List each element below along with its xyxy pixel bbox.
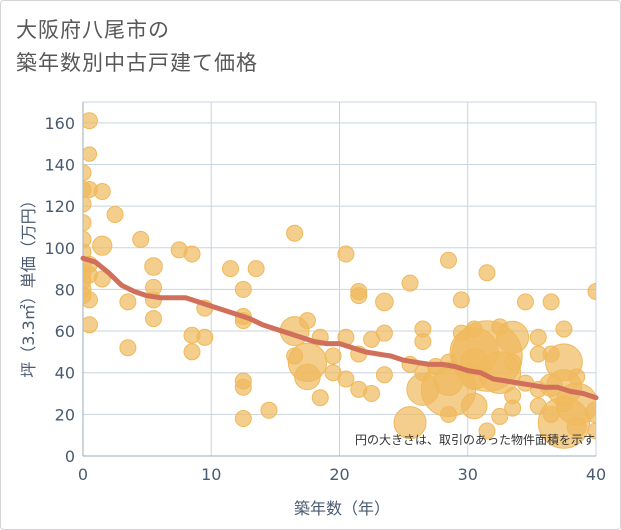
data-bubble-17 — [83, 316, 98, 334]
data-bubble-63 — [375, 292, 394, 312]
data-bubble-16 — [83, 291, 98, 309]
y-tick-label-80: 80 — [55, 280, 75, 299]
data-bubble-30 — [183, 245, 201, 263]
data-bubble-86 — [478, 264, 496, 282]
x-axis-label: 築年数（年） — [294, 499, 390, 518]
axis-ticks: 0 10 20 30 40 0 20 40 60 80 100 120 140 160 — [44, 114, 606, 484]
data-bubble-70 — [414, 332, 432, 350]
x-tick-label-30: 30 — [458, 465, 478, 484]
y-tick-label-40: 40 — [55, 364, 75, 383]
data-bubble-88 — [478, 422, 496, 440]
data-bubble-106 — [555, 320, 573, 338]
title-line-1: 大阪府八尾市の — [16, 18, 170, 42]
y-tick-label-0: 0 — [65, 447, 75, 466]
bubble-layer — [83, 112, 596, 449]
data-bubble-65 — [375, 366, 393, 384]
x-tick-label-20: 20 — [329, 465, 349, 484]
x-tick-label-0: 0 — [78, 465, 88, 484]
data-bubble-47 — [298, 312, 316, 330]
data-bubble-42 — [247, 260, 265, 278]
data-bubble-98 — [529, 328, 547, 346]
data-bubble-116 — [587, 422, 596, 440]
data-bubble-78 — [440, 405, 458, 423]
data-bubble-19 — [92, 235, 113, 256]
data-bubble-91 — [491, 407, 509, 425]
data-bubble-28 — [145, 310, 163, 328]
y-tick-label-100: 100 — [44, 239, 75, 258]
data-bubble-11 — [83, 112, 98, 130]
y-tick-label-160: 160 — [44, 114, 75, 133]
data-bubble-40 — [234, 378, 252, 396]
data-bubble-62 — [363, 385, 381, 403]
data-bubble-25 — [144, 257, 163, 276]
data-bubble-12 — [83, 146, 98, 162]
data-bubble-64 — [375, 324, 393, 342]
data-bubble-18 — [93, 183, 111, 201]
data-bubble-92 — [496, 320, 530, 354]
chart-title: 大阪府八尾市の 築年数別中古戸建て価格 — [16, 14, 436, 80]
data-bubble-32 — [183, 343, 201, 361]
data-bubble-5 — [83, 243, 92, 261]
data-bubble-58 — [350, 287, 368, 305]
data-bubble-52 — [324, 347, 342, 365]
data-bubble-115 — [585, 401, 596, 424]
x-tick-label-40: 40 — [586, 465, 606, 484]
data-bubble-23 — [119, 339, 137, 357]
data-bubble-111 — [568, 368, 586, 386]
grid-lines — [82, 101, 597, 457]
data-bubble-114 — [587, 282, 596, 300]
data-bubble-74 — [440, 251, 458, 269]
y-tick-label-60: 60 — [55, 322, 75, 341]
data-bubble-44 — [286, 224, 304, 242]
y-tick-label-20: 20 — [55, 405, 75, 424]
data-bubble-36 — [234, 280, 252, 298]
data-bubble-68 — [393, 406, 427, 440]
data-bubble-51 — [311, 389, 329, 407]
data-bubble-43 — [260, 401, 278, 419]
data-bubble-34 — [196, 328, 214, 346]
data-bubble-56 — [337, 370, 355, 388]
trend-line — [80, 255, 599, 401]
data-bubble-22 — [119, 293, 137, 311]
data-bubble-2 — [83, 195, 92, 213]
title-line-2: 築年数別中古戸建て価格 — [16, 51, 258, 75]
y-axis-label: 坪（3.3㎡）単価（万円） — [19, 192, 38, 377]
data-bubble-21 — [106, 205, 124, 223]
data-bubble-102 — [542, 293, 560, 311]
data-bubble-24 — [132, 230, 150, 248]
data-bubble-49 — [294, 363, 321, 391]
y-tick-label-120: 120 — [44, 197, 75, 216]
data-bubble-41 — [234, 410, 252, 428]
data-bubble-3 — [83, 214, 92, 232]
data-bubble-93 — [504, 353, 522, 371]
size-note: 円の大きさは、取引のあった物件面積を示す — [355, 432, 595, 447]
y-tick-label-140: 140 — [44, 155, 75, 174]
data-bubble-113 — [566, 416, 587, 437]
data-bubble-54 — [337, 245, 355, 263]
data-bubble-4 — [83, 230, 92, 248]
data-bubble-35 — [221, 260, 239, 278]
data-bubble-0 — [83, 164, 92, 182]
data-bubble-20 — [93, 270, 111, 288]
data-bubble-95 — [504, 399, 522, 417]
x-tick-label-10: 10 — [201, 465, 221, 484]
data-bubble-79 — [452, 291, 470, 309]
data-bubble-96 — [516, 293, 534, 311]
data-bubble-66 — [401, 274, 419, 292]
data-bubble-85 — [460, 392, 488, 420]
